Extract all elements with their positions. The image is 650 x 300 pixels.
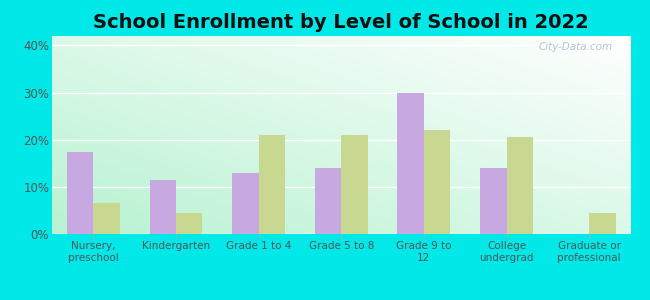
Bar [176,213,202,234]
Bar [480,168,506,234]
Bar [506,137,533,234]
Bar [397,93,424,234]
Bar [424,130,450,234]
Title: School Enrollment by Level of School in 2022: School Enrollment by Level of School in … [94,13,589,32]
Bar [94,203,120,234]
Bar [259,135,285,234]
Bar [589,213,616,234]
Bar [341,135,368,234]
Bar [150,180,176,234]
Text: City-Data.com: City-Data.com [539,42,613,52]
Bar [315,168,341,234]
Bar [232,173,259,234]
Bar [67,152,94,234]
